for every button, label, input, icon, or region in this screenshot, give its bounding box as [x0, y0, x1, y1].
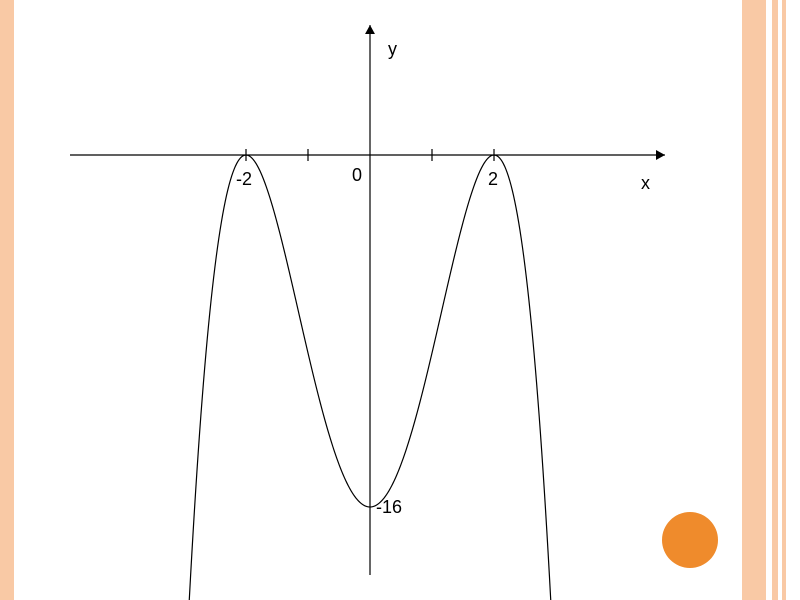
- y-axis-label: y: [388, 39, 397, 60]
- tick-label-pos2: 2: [488, 169, 498, 190]
- x-axis-label: x: [641, 173, 650, 194]
- origin-label: 0: [352, 165, 362, 186]
- tick-label-neg16: -16: [376, 497, 402, 518]
- tick-label-neg2: -2: [236, 169, 252, 190]
